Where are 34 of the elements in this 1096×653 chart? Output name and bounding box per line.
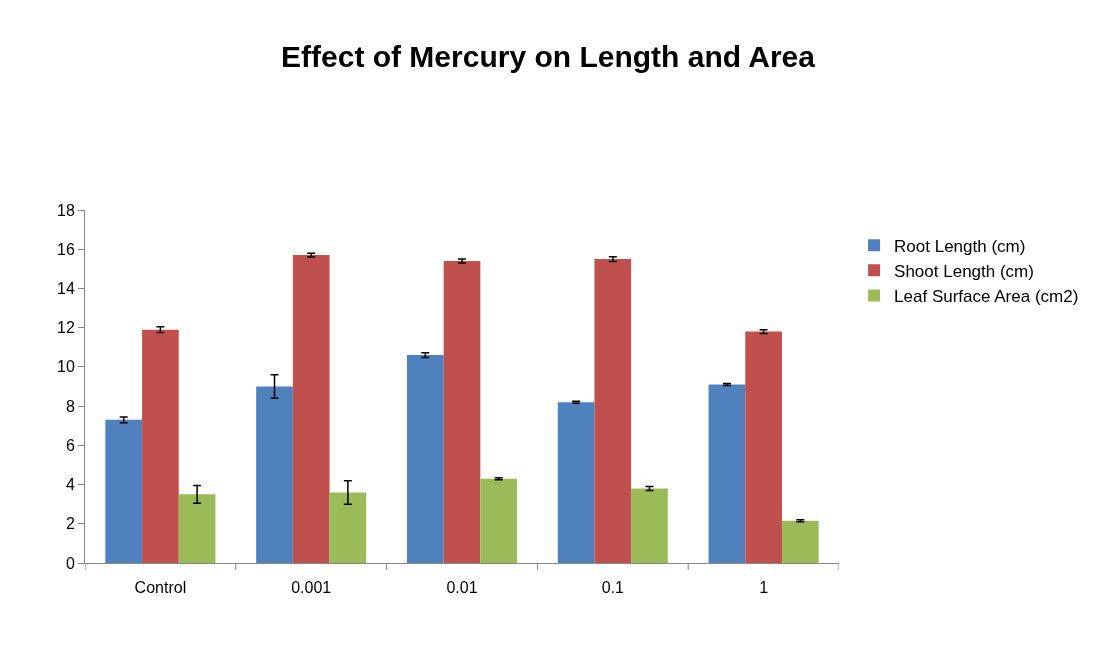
y-tick-label: 8: [65, 397, 75, 415]
x-tick-label: 0.1: [601, 579, 625, 597]
x-tick-label: 0.001: [291, 579, 332, 597]
x-tick-label: 0.01: [446, 579, 478, 597]
y-tick-label: 18: [57, 201, 75, 219]
bar: [406, 355, 444, 563]
bar: [329, 492, 367, 563]
bar: [708, 384, 746, 563]
bar: [178, 494, 216, 563]
x-tick-label: Control: [134, 579, 187, 597]
x-tick-label: 1: [759, 579, 769, 597]
bar: [781, 520, 819, 563]
y-tick-label: 4: [65, 476, 75, 494]
bar: [292, 255, 330, 563]
bar: [480, 478, 518, 563]
legend-label: Leaf Surface Area (cm2): [894, 287, 1079, 307]
y-tick-label: 10: [57, 358, 75, 376]
y-tick-label: 0: [65, 554, 75, 572]
y-tick-label: 12: [57, 319, 75, 337]
y-tick-label: 6: [65, 436, 75, 454]
bar: [631, 488, 668, 563]
bar: [142, 329, 179, 563]
y-tick-label: 2: [65, 515, 75, 533]
bar: [557, 402, 595, 563]
y-tick-label: 14: [57, 280, 75, 298]
y-tick-label: 16: [57, 240, 75, 258]
bar: [105, 419, 143, 563]
bar: [443, 260, 481, 563]
bar: [256, 386, 293, 563]
legend-label: Root Length (cm): [894, 236, 1026, 256]
bar: [594, 259, 632, 563]
bar: [745, 331, 782, 563]
legend-label: Shoot Length (cm): [894, 261, 1034, 281]
chart-title: Effect of Mercury on Length and Area: [281, 39, 816, 73]
